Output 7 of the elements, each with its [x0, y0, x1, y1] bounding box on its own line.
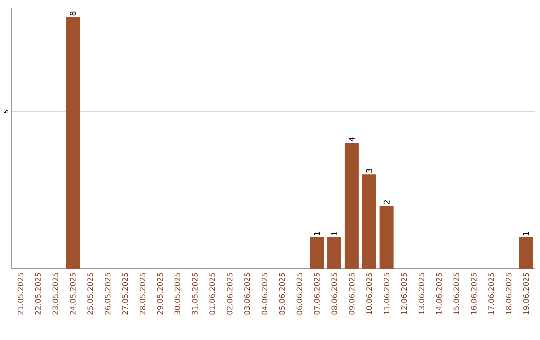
bar: [519, 238, 534, 269]
bar: [328, 238, 342, 269]
bar: [310, 238, 324, 269]
bar: [344, 143, 359, 269]
bar: [66, 17, 80, 269]
bar: [362, 174, 376, 269]
bar: [380, 206, 394, 269]
